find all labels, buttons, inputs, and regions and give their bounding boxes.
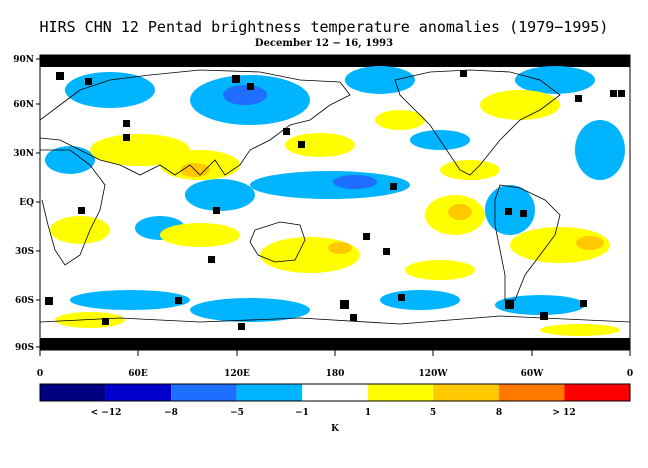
- australia-outline: [249, 221, 306, 263]
- antarctica-outline: [40, 315, 630, 325]
- lat-label-90s: 90S: [15, 343, 34, 353]
- legend-tick-1: < −12: [91, 408, 122, 418]
- lat-label-eq: EQ: [19, 198, 34, 208]
- legend-bin-6: [367, 384, 434, 401]
- legend-tick-4: −1: [295, 408, 309, 418]
- legend-tick-2: −8: [164, 408, 178, 418]
- lat-label-60s: 60S: [15, 296, 34, 306]
- lon-label-60w: 60W: [521, 369, 545, 379]
- lon-label-120w: 120W: [419, 369, 449, 379]
- legend-bin-2: [105, 384, 172, 401]
- legend-ticks: < −12 −8 −5 −1 1 5 8 > 12: [91, 408, 576, 418]
- legend-bin-1: [40, 384, 106, 401]
- legend-bin-9: [564, 384, 630, 401]
- missing-data-north: [40, 55, 630, 67]
- missing-data-south: [40, 338, 630, 350]
- legend-bin-8: [498, 384, 565, 401]
- legend-tick-6: 5: [430, 408, 436, 418]
- lat-label-30n: 30N: [13, 149, 34, 159]
- legend-bin-7: [433, 384, 499, 401]
- latitude-axis: 90N 60N 30N EQ 30S 60S 90S: [13, 55, 40, 353]
- map-subtitle: December 12 − 16, 1993: [254, 38, 394, 49]
- legend-frame: [39, 383, 631, 402]
- longitude-axis: 0 60E 120E 180 120W 60W 0: [37, 350, 633, 379]
- legend-bin-3: [171, 384, 237, 401]
- anomaly-field: [40, 55, 630, 350]
- strong-cold-regions: [223, 85, 377, 189]
- lon-label-0: 0: [37, 369, 43, 379]
- legend-bin-4: [236, 384, 303, 401]
- lon-label-60e: 60E: [128, 369, 148, 379]
- legend-tick-7: 8: [496, 408, 502, 418]
- legend-tick-3: −5: [230, 408, 244, 418]
- map-title: HIRS CHN 12 Pentad brightness temperatur…: [39, 18, 609, 36]
- lat-label-60n: 60N: [13, 100, 34, 110]
- south-america-outline: [494, 184, 561, 301]
- legend-bin-5: [302, 384, 368, 401]
- legend-tick-8: > 12: [552, 408, 575, 418]
- coastlines: [40, 69, 630, 325]
- missing-data-cells: [45, 70, 625, 330]
- lat-label-30s: 30S: [15, 247, 34, 257]
- color-legend: [40, 384, 630, 401]
- lat-label-90n: 90N: [13, 55, 34, 65]
- north-america-outline: [394, 69, 561, 176]
- lon-label-0-end: 0: [627, 369, 633, 379]
- lon-label-180: 180: [326, 369, 345, 379]
- legend-tick-5: 1: [365, 408, 371, 418]
- eurasia-outline: [40, 69, 351, 176]
- lon-label-120e: 120E: [224, 369, 250, 379]
- africa-outline: [40, 149, 106, 266]
- cold-anomaly-regions: [45, 66, 625, 322]
- legend-unit: K: [331, 424, 340, 434]
